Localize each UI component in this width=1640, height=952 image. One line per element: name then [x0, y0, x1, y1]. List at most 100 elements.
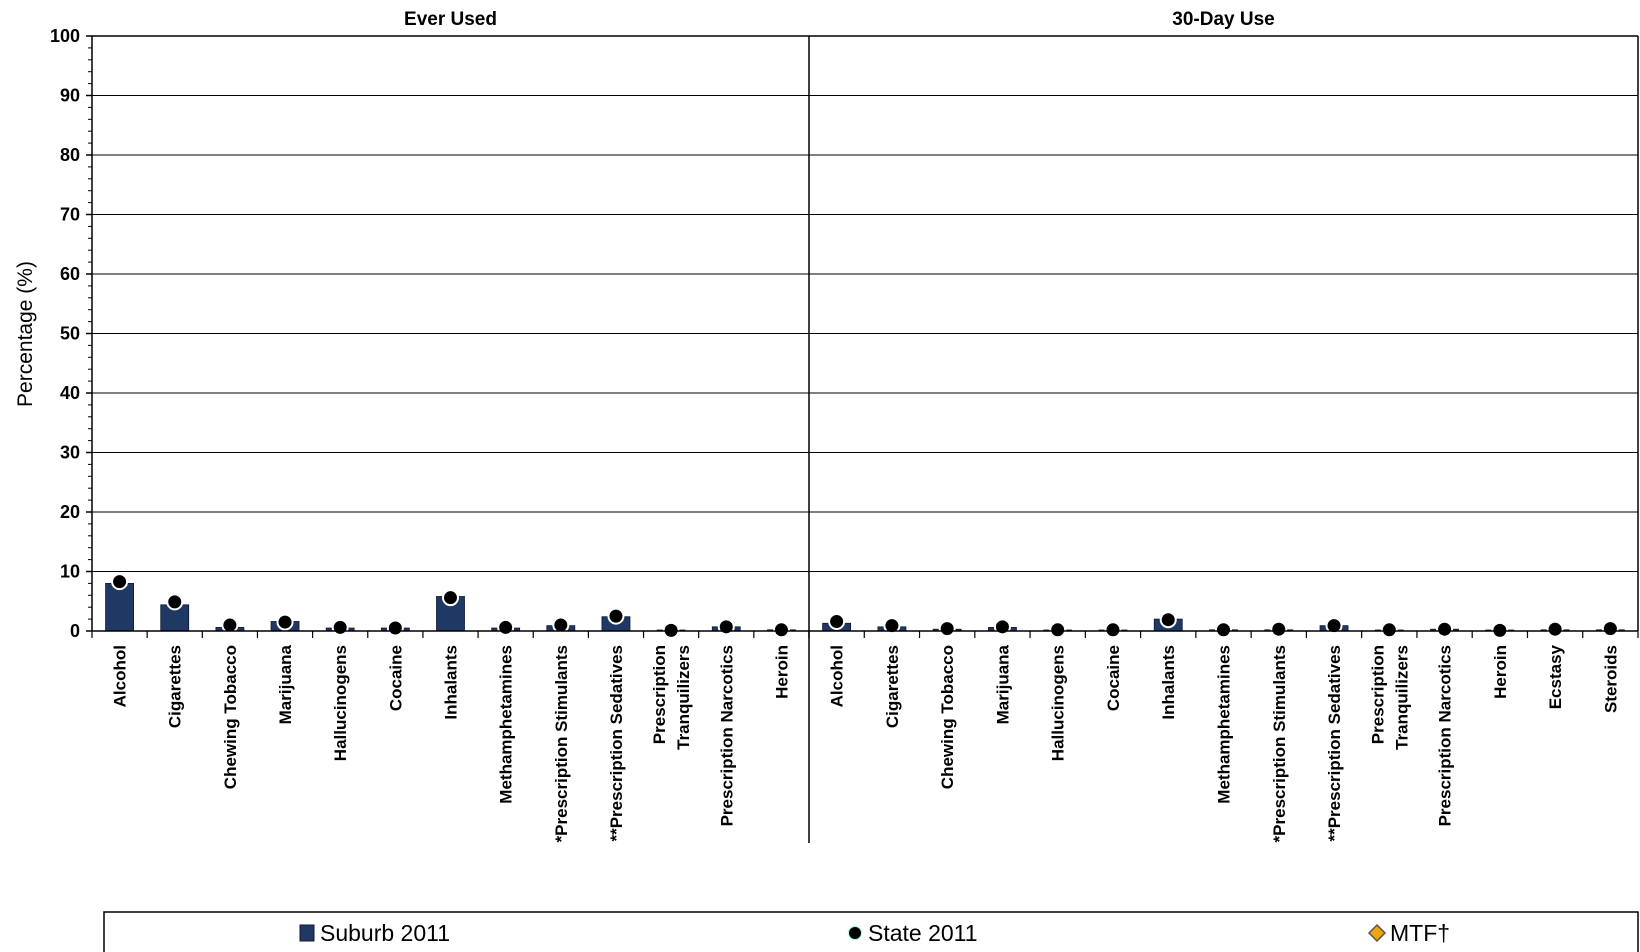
point-state-2011 — [1436, 620, 1454, 638]
y-tick-label: 30 — [60, 443, 80, 463]
category-label: Methamphetamines — [497, 645, 516, 804]
chart-marks — [105, 573, 1625, 639]
gridlines — [92, 35, 1638, 572]
panel-titles: Ever Used 30-Day Use — [404, 9, 1275, 30]
category-label-text: Prescription Narcotics — [1436, 645, 1455, 826]
category-label: Heroin — [772, 645, 791, 699]
category-label-text: Heroin — [772, 645, 791, 699]
point-state-2011 — [1049, 621, 1067, 639]
category-label: Alcohol — [111, 645, 130, 707]
point-state-2011 — [1104, 621, 1122, 639]
y-tick-label: 0 — [70, 621, 80, 641]
point-state-2011 — [111, 573, 129, 591]
point-state-2011 — [1325, 617, 1343, 635]
point-state-2011 — [607, 607, 625, 625]
category-label-line: Prescription — [1368, 645, 1387, 744]
y-tick-label: 70 — [60, 205, 80, 225]
point-state-2011 — [828, 612, 846, 630]
category-label-text: Heroin — [1491, 645, 1510, 699]
point-state-2011 — [993, 618, 1011, 636]
y-tick-label: 20 — [60, 502, 80, 522]
category-label: Chewing Tobacco — [938, 645, 957, 789]
category-label: Chewing Tobacco — [221, 645, 240, 789]
legend-swatch-diamond — [1367, 923, 1387, 943]
category-label-text: Marijuana — [276, 644, 295, 724]
point-state-2011 — [1546, 620, 1564, 638]
category-label-text: Steroids — [1601, 645, 1620, 713]
point-state-2011 — [1601, 620, 1619, 638]
category-label-text: *Prescription Stimulants — [552, 645, 571, 842]
category-label-text: Prescription Tranquilizers — [1368, 645, 1411, 750]
category-label-text: *Prescription Stimulants — [1270, 645, 1289, 842]
category-label-text: Prescription Tranquilizers — [650, 645, 693, 750]
category-label-text: Hallucinogens — [1049, 645, 1068, 761]
point-state-2011 — [166, 593, 184, 611]
category-label-text: Alcohol — [111, 645, 130, 707]
category-label-text: **Prescription Sedatives — [607, 645, 626, 842]
category-label: Cigarettes — [883, 645, 902, 728]
category-label: **Prescription Sedatives — [1325, 645, 1344, 842]
y-tick-label: 80 — [60, 145, 80, 165]
category-label: Inhalants — [442, 645, 461, 720]
category-label: Ecstasy — [1546, 644, 1565, 709]
category-label-text: Prescription Narcotics — [717, 645, 736, 826]
category-label: Methamphetamines — [1215, 645, 1234, 804]
y-tick-label: 40 — [60, 383, 80, 403]
legend-swatch-bar — [299, 924, 315, 942]
category-label: Prescription Narcotics — [1436, 645, 1455, 826]
point-state-2011 — [1380, 621, 1398, 639]
category-label-text: Chewing Tobacco — [938, 645, 957, 789]
category-label: Prescription Tranquilizers — [650, 645, 693, 750]
category-label-line: Tranquilizers — [674, 645, 693, 750]
point-state-2011 — [386, 619, 404, 637]
legend-label: State 2011 — [868, 920, 978, 946]
category-label: Cocaine — [1104, 645, 1123, 711]
y-tick-label: 90 — [60, 86, 80, 106]
category-label-text: Cigarettes — [166, 645, 185, 728]
category-label-text: Inhalants — [1159, 645, 1178, 720]
legend-label: Suburb 2011 — [320, 920, 450, 946]
point-state-2011 — [331, 618, 349, 636]
point-state-2011 — [883, 617, 901, 635]
y-axis-label: Percentage (%) — [14, 261, 37, 407]
category-label: *Prescription Stimulants — [552, 645, 571, 842]
category-label: Marijuana — [276, 644, 295, 724]
y-axis-ticks: 0 10 20 30 40 50 60 70 80 90 100 — [50, 26, 80, 641]
point-state-2011 — [276, 613, 294, 631]
category-label-text: Alcohol — [828, 645, 847, 707]
point-state-2011 — [1270, 620, 1288, 638]
point-state-2011 — [221, 616, 239, 634]
y-tick-label: 100 — [50, 26, 80, 46]
legend-swatch-circle — [848, 926, 862, 940]
panel-title: Ever Used — [404, 9, 497, 30]
axes — [86, 35, 1639, 638]
y-tick-label: 50 — [60, 324, 80, 344]
category-label: Hallucinogens — [1049, 645, 1068, 761]
category-label: *Prescription Stimulants — [1270, 645, 1289, 842]
category-label-text: Cocaine — [1104, 645, 1123, 711]
category-label: Inhalants — [1159, 645, 1178, 720]
y-tick-label: 10 — [60, 562, 80, 582]
category-label: Cigarettes — [166, 645, 185, 728]
point-state-2011 — [497, 618, 515, 636]
category-label-text: Ecstasy — [1546, 644, 1565, 709]
category-label: Steroids — [1601, 645, 1620, 713]
category-label: Marijuana — [993, 644, 1012, 724]
legend: Suburb 2011 State 2011 MTF† — [103, 911, 1639, 952]
category-label-text: Methamphetamines — [497, 645, 516, 804]
category-label-text: Inhalants — [442, 645, 461, 720]
point-state-2011 — [1159, 611, 1177, 629]
category-label-line: Tranquilizers — [1392, 645, 1411, 750]
category-label: Prescription Narcotics — [717, 645, 736, 826]
category-label-text: Methamphetamines — [1215, 645, 1234, 804]
point-state-2011 — [1215, 621, 1232, 639]
point-state-2011 — [938, 620, 956, 638]
category-label-line: Prescription — [650, 645, 669, 744]
y-tick-label: 60 — [60, 264, 80, 284]
category-label: Heroin — [1491, 645, 1510, 699]
category-labels: Alcohol Cigarettes Chewing Tobacco Marijuan… — [111, 644, 1621, 842]
bar-suburb-2011 — [105, 583, 134, 632]
panel-title: 30-Day Use — [1172, 9, 1274, 30]
category-label-text: Cocaine — [386, 645, 405, 711]
